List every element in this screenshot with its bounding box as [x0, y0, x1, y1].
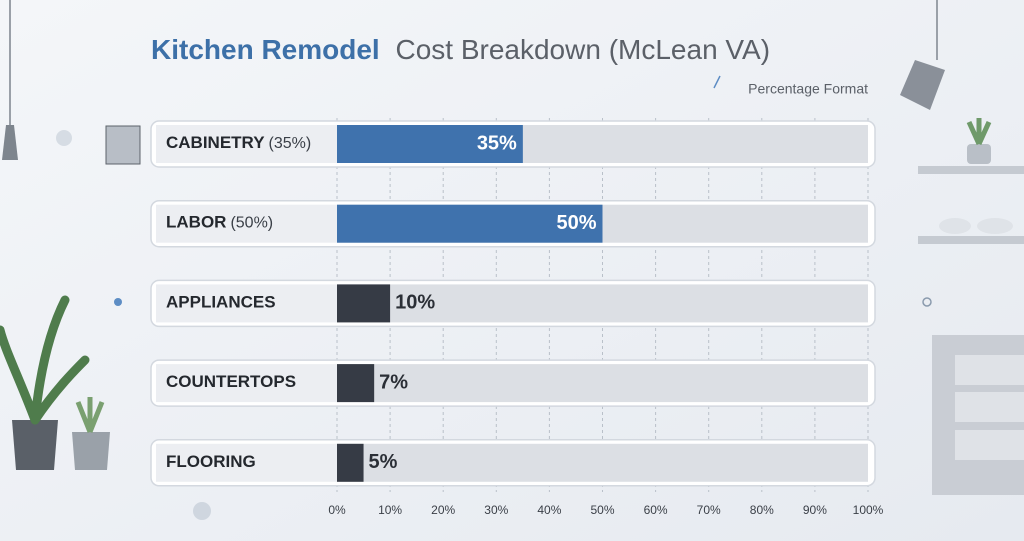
- category-note: (35%): [269, 135, 312, 152]
- bar-track: [337, 284, 868, 323]
- chart-subtitle: Percentage Format: [748, 81, 868, 97]
- x-tick-label: 20%: [431, 503, 455, 517]
- category-label: COUNTERTOPS: [166, 373, 296, 392]
- category-label: LABOR (50%): [166, 213, 273, 232]
- x-tick-label: 100%: [853, 503, 884, 517]
- category-label: APPLIANCES: [166, 293, 276, 312]
- label-area: [156, 284, 337, 323]
- category-name: COUNTERTOPS: [166, 373, 296, 392]
- x-tick-label: 50%: [590, 503, 614, 517]
- bar: [337, 443, 364, 482]
- x-tick-label: 30%: [484, 503, 508, 517]
- value-label: 35%: [477, 132, 517, 154]
- bar: [337, 204, 603, 243]
- x-axis: 0% 10% 20% 30% 40% 50% 60% 70% 80% 90% 100%: [328, 503, 883, 517]
- chart-title: Kitchen Remodel Cost Breakdown (McLean V…: [151, 34, 770, 65]
- category-name: CABINETRY: [166, 133, 265, 152]
- bar: [337, 125, 523, 163]
- bar-track: [337, 443, 868, 482]
- x-tick-label: 40%: [537, 503, 561, 517]
- label-area: [156, 125, 337, 163]
- label-area: [156, 204, 337, 243]
- title-highlight: Kitchen Remodel: [151, 34, 380, 65]
- bar: [337, 284, 391, 323]
- label-area: [156, 443, 337, 482]
- category-label: CABINETRY (35%): [166, 133, 311, 152]
- x-tick-label: 80%: [750, 503, 774, 517]
- rows: CABINETRY (35%) 35% LABOR (50%) 50% APPLIANCES…: [150, 120, 876, 487]
- category-name: APPLIANCES: [166, 293, 276, 312]
- category-name: FLOORING: [166, 452, 256, 471]
- value-label: 10%: [395, 292, 435, 314]
- title-rest: Cost Breakdown (McLean VA): [395, 34, 770, 65]
- value-label: 50%: [556, 212, 596, 234]
- x-tick-label: 0%: [328, 503, 346, 517]
- value-label: 5%: [369, 451, 398, 473]
- bar: [337, 364, 375, 403]
- x-tick-label: 90%: [803, 503, 827, 517]
- category-name: LABOR: [166, 213, 226, 232]
- x-tick-label: 60%: [644, 503, 668, 517]
- value-label: 7%: [379, 371, 408, 393]
- category-label: FLOORING: [166, 452, 256, 471]
- bar-track: [337, 364, 868, 403]
- category-note: (50%): [230, 215, 273, 232]
- label-area: [156, 364, 337, 403]
- x-tick-label: 10%: [378, 503, 402, 517]
- x-tick-label: 70%: [697, 503, 721, 517]
